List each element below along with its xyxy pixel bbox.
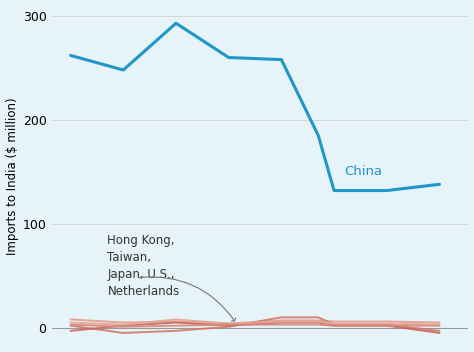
Y-axis label: Imports to India ($ million): Imports to India ($ million) (6, 97, 18, 255)
Text: China: China (345, 165, 383, 178)
Text: Hong Kong,
Taiwan,
Japan, U.S.,
Netherlands: Hong Kong, Taiwan, Japan, U.S., Netherla… (108, 234, 180, 298)
